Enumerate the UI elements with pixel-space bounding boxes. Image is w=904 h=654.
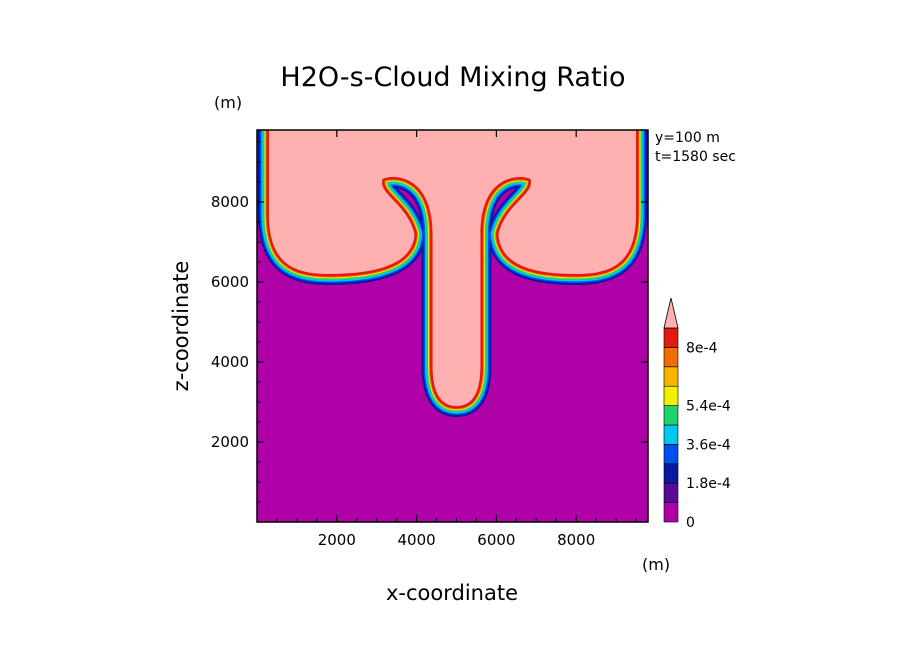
x-axis-label: x-coordinate — [386, 581, 518, 605]
colorbar: 0 1.8e-4 3.6e-4 5.4e-4 8e-4 — [663, 297, 731, 531]
colorbar-box — [663, 502, 679, 523]
annotation-t: t=1580 sec — [655, 149, 736, 165]
colorbar-box — [663, 385, 679, 406]
colorbar-box — [663, 347, 679, 368]
plot-frame — [256, 129, 649, 523]
x-tick-label: 4000 — [397, 531, 435, 549]
colorbar-extend-arrow — [663, 297, 679, 329]
y-unit-label: (m) — [214, 93, 242, 112]
colorbar-box — [663, 327, 679, 348]
contour-layers — [257, 130, 648, 417]
x-unit-label: (m) — [642, 555, 670, 574]
chart-title: H2O-s-Cloud Mixing Ratio — [280, 62, 625, 93]
colorbar-tick-label: 5.4e-4 — [686, 399, 731, 415]
y-tick-label: 2000 — [211, 433, 249, 451]
cloud-core — [268, 130, 637, 406]
colorbar-box — [663, 366, 679, 387]
y-tick-label: 8000 — [211, 193, 249, 211]
colorbar-box — [663, 482, 679, 503]
x-axis: 2000 4000 6000 8000 — [276, 130, 637, 549]
y-tick-label: 4000 — [211, 353, 249, 371]
y-axis: 2000 4000 6000 8000 — [211, 141, 648, 503]
colorbar-tick-label: 3.6e-4 — [686, 437, 731, 453]
colorbar-box — [663, 424, 679, 445]
x-tick-label: 8000 — [557, 531, 595, 549]
annotation-y: y=100 m — [655, 130, 720, 146]
y-tick-label: 6000 — [211, 273, 249, 291]
plot-area — [257, 130, 648, 522]
colorbar-tick-label: 0 — [686, 515, 695, 531]
colorbar-tick-label: 8e-4 — [686, 340, 718, 356]
colorbar-box — [663, 405, 679, 426]
colorbar-tick-label: 1.8e-4 — [686, 476, 731, 492]
colorbar-box — [663, 444, 679, 465]
x-tick-label: 2000 — [318, 531, 356, 549]
colorbar-box — [663, 463, 679, 484]
y-axis-label: z-coordinate — [169, 261, 193, 392]
x-tick-label: 6000 — [477, 531, 515, 549]
